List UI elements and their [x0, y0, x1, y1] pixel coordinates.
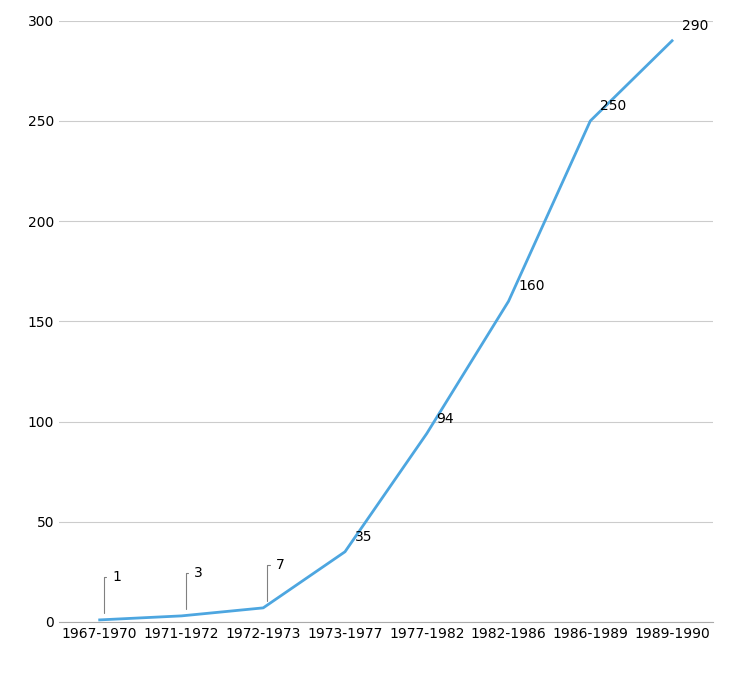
Text: 250: 250 [600, 99, 626, 113]
Text: 35: 35 [355, 530, 373, 544]
Text: 94: 94 [437, 412, 454, 426]
Text: 7: 7 [268, 558, 284, 601]
Text: 3: 3 [185, 566, 202, 609]
Text: 290: 290 [682, 19, 709, 32]
Text: 160: 160 [518, 279, 545, 293]
Text: 1: 1 [104, 570, 121, 613]
